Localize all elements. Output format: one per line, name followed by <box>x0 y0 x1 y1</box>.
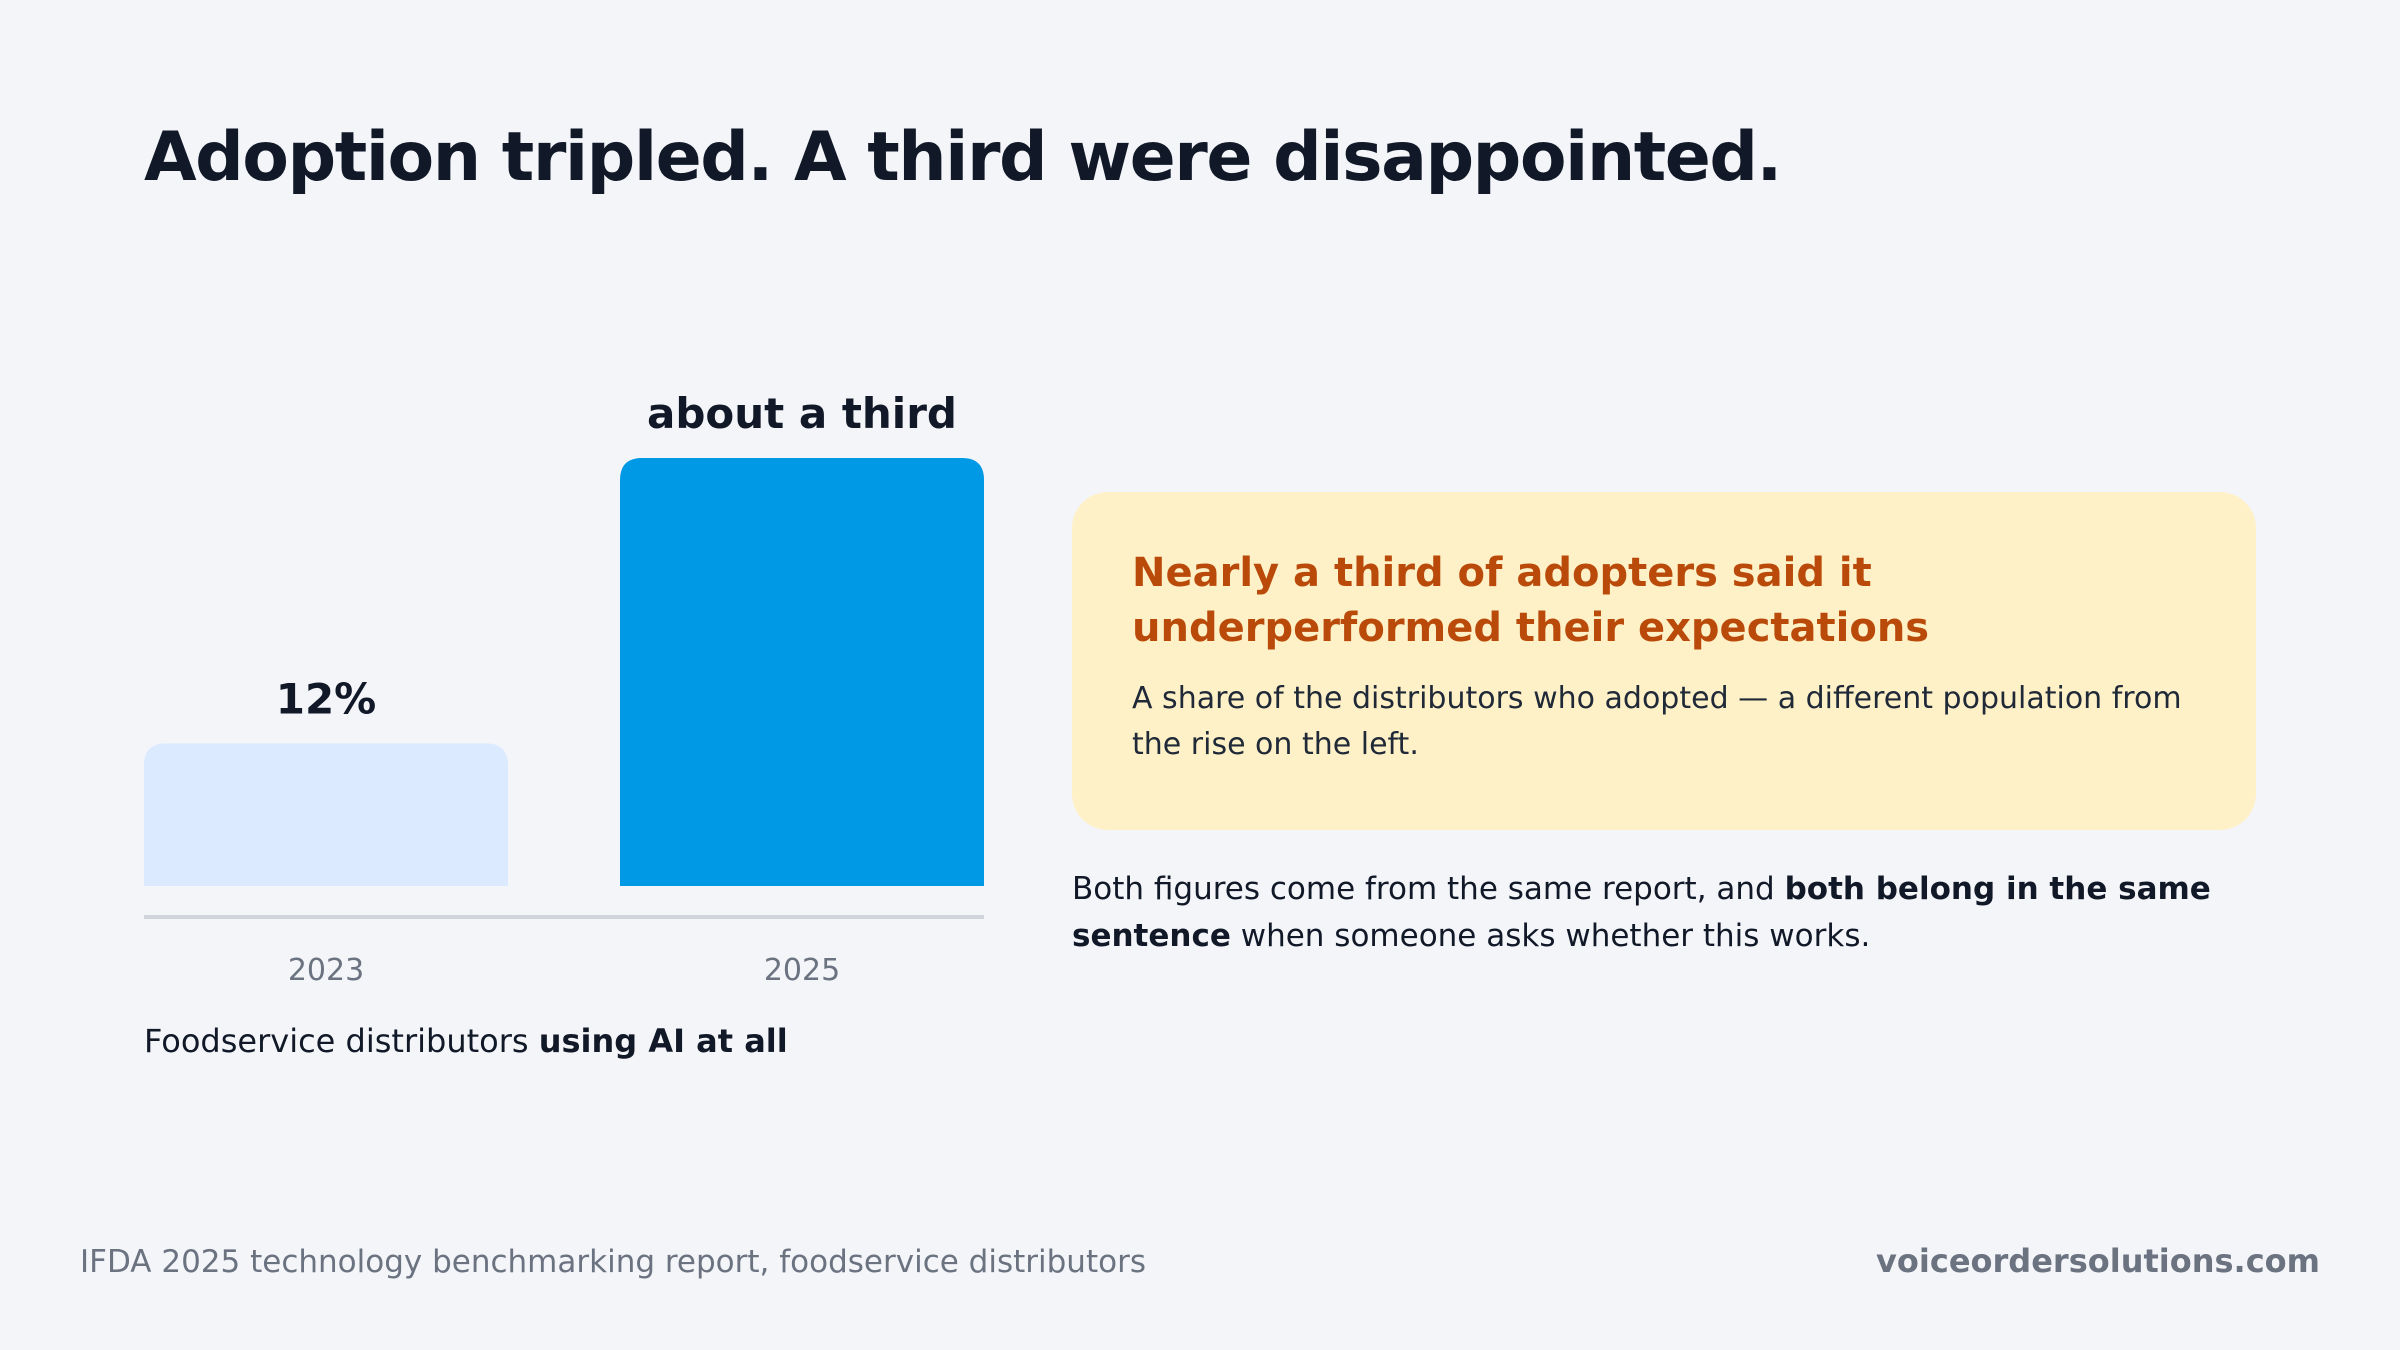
chart-caption-emphasis: using AI at all <box>538 1022 788 1060</box>
footer-source: IFDA 2025 technology benchmarking report… <box>80 1244 1146 1280</box>
bar-2023 <box>144 743 508 886</box>
tick-label-2023: 2023 <box>288 953 364 988</box>
chart-caption: Foodservice distributors using AI at all <box>144 1022 788 1060</box>
callout-heading: Nearly a third of adopters said it under… <box>1132 550 1930 651</box>
note-part-1: Both figures come from the same report, … <box>1072 871 1785 907</box>
labels-layer: 12% 2023 about a third 2025 <box>276 389 957 988</box>
bar-2025 <box>620 458 984 886</box>
footer-brand: voiceordersolutions.com <box>1876 1242 2320 1280</box>
note-part-2: when someone asks whether this works. <box>1230 918 1871 954</box>
slide-title: Adoption tripled. A third were disappoin… <box>144 118 1782 197</box>
chart-caption-prefix: Foodservice distributors <box>144 1022 539 1060</box>
note-text: Both figures come from the same report, … <box>1072 866 2232 960</box>
data-label-2025: about a third <box>647 389 957 438</box>
bars-layer <box>144 458 984 886</box>
note-emphasis: both belong in the same sentence <box>1072 871 2211 954</box>
callout-card: Nearly a third of adopters said it under… <box>1072 492 2256 830</box>
data-label-2023: 12% <box>276 674 377 723</box>
callout-body: A share of the distributors who adopted … <box>1132 681 2182 762</box>
tick-label-2025: 2025 <box>764 953 840 988</box>
